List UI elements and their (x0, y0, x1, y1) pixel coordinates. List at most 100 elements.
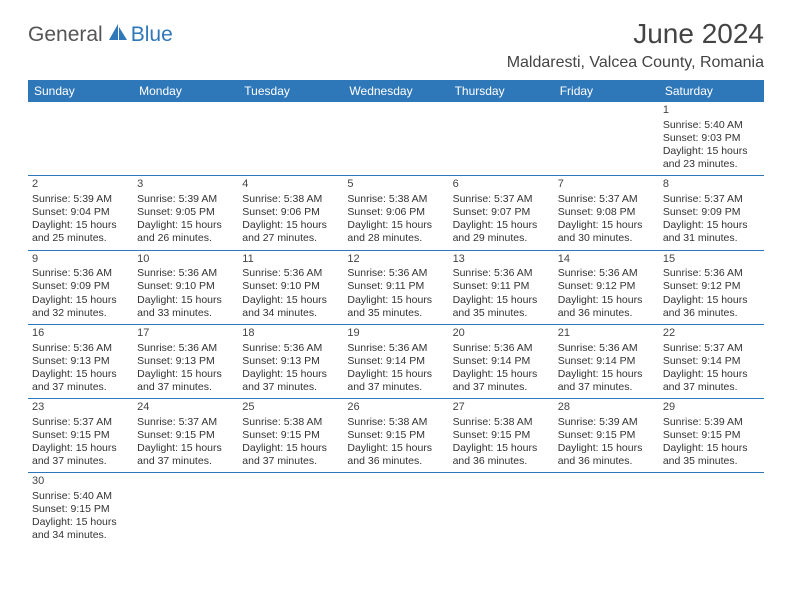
day-number: 19 (347, 327, 444, 341)
sunrise-text: Sunrise: 5:40 AM (32, 490, 129, 503)
sunrise-text: Sunrise: 5:38 AM (347, 416, 444, 429)
daylight-text: and 33 minutes. (137, 307, 234, 320)
day-number: 7 (558, 178, 655, 192)
location-text: Maldaresti, Valcea County, Romania (507, 54, 764, 72)
sunrise-text: Sunrise: 5:40 AM (663, 119, 760, 132)
calendar-row: 2Sunrise: 5:39 AMSunset: 9:04 PMDaylight… (28, 176, 764, 250)
sunset-text: Sunset: 9:15 PM (32, 503, 129, 516)
calendar-row: 23Sunrise: 5:37 AMSunset: 9:15 PMDayligh… (28, 399, 764, 473)
calendar-table: Sunday Monday Tuesday Wednesday Thursday… (28, 80, 764, 547)
daylight-text: and 37 minutes. (347, 381, 444, 394)
weekday-header: Monday (133, 80, 238, 102)
day-number: 8 (663, 178, 760, 192)
sunset-text: Sunset: 9:09 PM (663, 206, 760, 219)
sunrise-text: Sunrise: 5:37 AM (663, 342, 760, 355)
calendar-cell (343, 473, 448, 547)
day-number: 2 (32, 178, 129, 192)
calendar-cell: 14Sunrise: 5:36 AMSunset: 9:12 PMDayligh… (554, 250, 659, 324)
brand-word-1: General (28, 23, 103, 47)
calendar-cell: 23Sunrise: 5:37 AMSunset: 9:15 PMDayligh… (28, 399, 133, 473)
daylight-text: Daylight: 15 hours (137, 442, 234, 455)
calendar-row: 30Sunrise: 5:40 AMSunset: 9:15 PMDayligh… (28, 473, 764, 547)
calendar-cell: 27Sunrise: 5:38 AMSunset: 9:15 PMDayligh… (449, 399, 554, 473)
daylight-text: and 37 minutes. (32, 455, 129, 468)
calendar-cell (554, 102, 659, 176)
calendar-cell: 18Sunrise: 5:36 AMSunset: 9:13 PMDayligh… (238, 324, 343, 398)
daylight-text: and 36 minutes. (558, 455, 655, 468)
sunrise-text: Sunrise: 5:39 AM (663, 416, 760, 429)
daylight-text: Daylight: 15 hours (347, 294, 444, 307)
sunset-text: Sunset: 9:13 PM (32, 355, 129, 368)
sunset-text: Sunset: 9:12 PM (558, 280, 655, 293)
sunset-text: Sunset: 9:10 PM (242, 280, 339, 293)
daylight-text: and 36 minutes. (558, 307, 655, 320)
calendar-cell: 16Sunrise: 5:36 AMSunset: 9:13 PMDayligh… (28, 324, 133, 398)
daylight-text: and 37 minutes. (32, 381, 129, 394)
calendar-cell (554, 473, 659, 547)
calendar-cell: 25Sunrise: 5:38 AMSunset: 9:15 PMDayligh… (238, 399, 343, 473)
daylight-text: Daylight: 15 hours (453, 219, 550, 232)
weekday-header: Thursday (449, 80, 554, 102)
sunrise-text: Sunrise: 5:38 AM (347, 193, 444, 206)
sunrise-text: Sunrise: 5:36 AM (242, 267, 339, 280)
calendar-cell: 21Sunrise: 5:36 AMSunset: 9:14 PMDayligh… (554, 324, 659, 398)
sunrise-text: Sunrise: 5:36 AM (32, 267, 129, 280)
sunset-text: Sunset: 9:14 PM (663, 355, 760, 368)
daylight-text: Daylight: 15 hours (558, 442, 655, 455)
daylight-text: and 27 minutes. (242, 232, 339, 245)
daylight-text: and 37 minutes. (453, 381, 550, 394)
daylight-text: Daylight: 15 hours (32, 442, 129, 455)
sunrise-text: Sunrise: 5:36 AM (32, 342, 129, 355)
daylight-text: Daylight: 15 hours (32, 294, 129, 307)
sunset-text: Sunset: 9:03 PM (663, 132, 760, 145)
day-number: 21 (558, 327, 655, 341)
calendar-row: 9Sunrise: 5:36 AMSunset: 9:09 PMDaylight… (28, 250, 764, 324)
sunrise-text: Sunrise: 5:36 AM (347, 267, 444, 280)
weekday-header: Wednesday (343, 80, 448, 102)
calendar-cell: 20Sunrise: 5:36 AMSunset: 9:14 PMDayligh… (449, 324, 554, 398)
calendar-cell (28, 102, 133, 176)
daylight-text: Daylight: 15 hours (347, 442, 444, 455)
day-number: 26 (347, 401, 444, 415)
sunset-text: Sunset: 9:08 PM (558, 206, 655, 219)
sunrise-text: Sunrise: 5:39 AM (32, 193, 129, 206)
calendar-cell (659, 473, 764, 547)
day-number: 13 (453, 253, 550, 267)
sail-icon (107, 22, 129, 48)
calendar-cell (133, 473, 238, 547)
sunrise-text: Sunrise: 5:36 AM (453, 267, 550, 280)
sunrise-text: Sunrise: 5:38 AM (242, 416, 339, 429)
day-number: 3 (137, 178, 234, 192)
daylight-text: and 26 minutes. (137, 232, 234, 245)
day-number: 11 (242, 253, 339, 267)
calendar-cell: 30Sunrise: 5:40 AMSunset: 9:15 PMDayligh… (28, 473, 133, 547)
daylight-text: and 36 minutes. (663, 307, 760, 320)
calendar-cell: 13Sunrise: 5:36 AMSunset: 9:11 PMDayligh… (449, 250, 554, 324)
day-number: 12 (347, 253, 444, 267)
calendar-cell: 7Sunrise: 5:37 AMSunset: 9:08 PMDaylight… (554, 176, 659, 250)
calendar-cell: 10Sunrise: 5:36 AMSunset: 9:10 PMDayligh… (133, 250, 238, 324)
daylight-text: Daylight: 15 hours (242, 294, 339, 307)
daylight-text: Daylight: 15 hours (242, 368, 339, 381)
daylight-text: Daylight: 15 hours (137, 219, 234, 232)
sunset-text: Sunset: 9:15 PM (453, 429, 550, 442)
sunrise-text: Sunrise: 5:36 AM (347, 342, 444, 355)
sunrise-text: Sunrise: 5:39 AM (558, 416, 655, 429)
daylight-text: Daylight: 15 hours (663, 368, 760, 381)
sunset-text: Sunset: 9:13 PM (137, 355, 234, 368)
day-number: 9 (32, 253, 129, 267)
daylight-text: Daylight: 15 hours (347, 368, 444, 381)
calendar-cell: 29Sunrise: 5:39 AMSunset: 9:15 PMDayligh… (659, 399, 764, 473)
calendar-header: Sunday Monday Tuesday Wednesday Thursday… (28, 80, 764, 102)
sunrise-text: Sunrise: 5:36 AM (558, 342, 655, 355)
calendar-cell: 11Sunrise: 5:36 AMSunset: 9:10 PMDayligh… (238, 250, 343, 324)
daylight-text: and 36 minutes. (453, 455, 550, 468)
weekday-header: Friday (554, 80, 659, 102)
sunset-text: Sunset: 9:15 PM (663, 429, 760, 442)
calendar-cell (449, 102, 554, 176)
calendar-body: 1Sunrise: 5:40 AMSunset: 9:03 PMDaylight… (28, 102, 764, 547)
daylight-text: Daylight: 15 hours (242, 442, 339, 455)
day-number: 16 (32, 327, 129, 341)
day-number: 17 (137, 327, 234, 341)
daylight-text: and 36 minutes. (347, 455, 444, 468)
